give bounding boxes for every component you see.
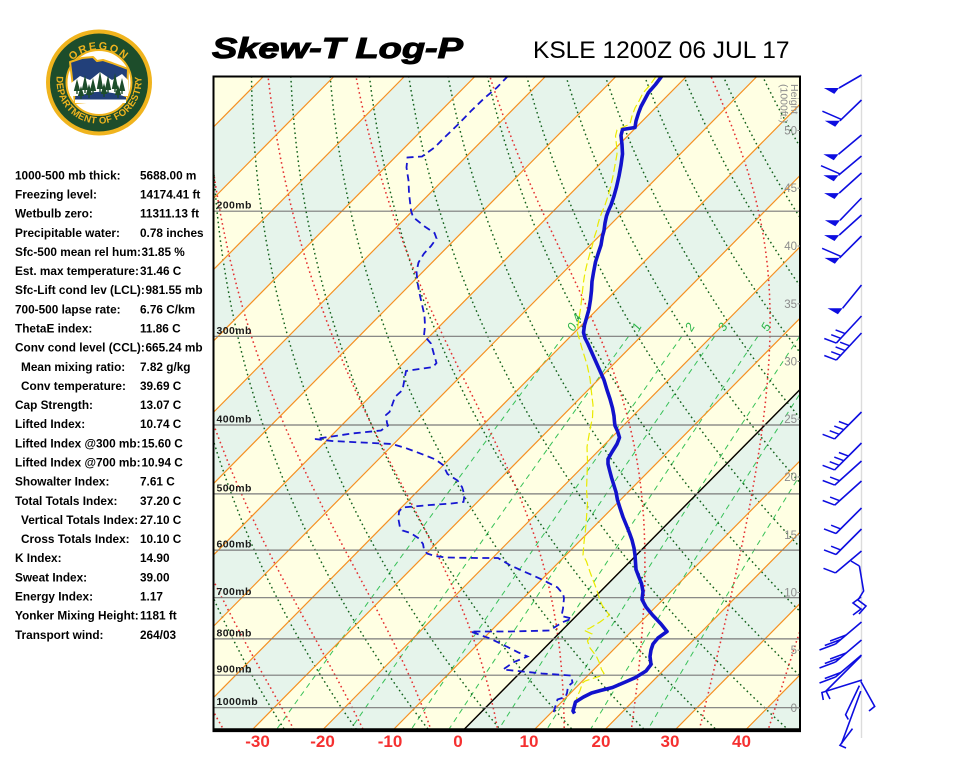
svg-text:500mb: 500mb (217, 482, 252, 494)
svg-text:39.00: 39.00 (140, 570, 170, 584)
svg-text:27.10 C: 27.10 C (140, 513, 182, 527)
svg-text:Conv temperature:: Conv temperature: (21, 379, 126, 393)
svg-text:35: 35 (784, 299, 797, 311)
svg-text:30: 30 (784, 357, 797, 369)
svg-text:K Index:: K Index: (15, 551, 62, 565)
svg-text:Conv cond level (CCL):: Conv cond level (CCL): (15, 341, 145, 355)
svg-text:600mb: 600mb (217, 539, 252, 551)
svg-text:37.20 C: 37.20 C (140, 494, 182, 508)
svg-text:1181 ft: 1181 ft (140, 609, 177, 623)
svg-text:20: 20 (784, 472, 797, 484)
svg-text:Sweat Index:: Sweat Index: (15, 570, 87, 584)
svg-text:14.90: 14.90 (140, 551, 170, 565)
svg-text:13.07 C: 13.07 C (140, 398, 182, 412)
svg-text:300mb: 300mb (217, 325, 252, 337)
svg-text:11.86 C: 11.86 C (140, 322, 181, 336)
svg-text:25: 25 (784, 414, 797, 426)
svg-text:15.60 C: 15.60 C (142, 436, 184, 450)
svg-text:ThetaE index:: ThetaE index: (15, 322, 92, 336)
svg-text:Precipitable water:: Precipitable water: (15, 226, 120, 240)
svg-text:5: 5 (791, 645, 797, 657)
svg-text:-20: -20 (310, 732, 335, 751)
svg-text:900mb: 900mb (217, 664, 252, 676)
svg-text:Sfc-Lift cond lev (LCL):: Sfc-Lift cond lev (LCL): (15, 283, 145, 297)
svg-text:Total Totals Index:: Total Totals Index: (15, 494, 117, 508)
svg-text:1000-500 mb thick:: 1000-500 mb thick: (15, 168, 121, 182)
svg-text:11311.13 ft: 11311.13 ft (140, 207, 199, 221)
svg-text:45: 45 (784, 183, 797, 195)
svg-text:Showalter Index:: Showalter Index: (15, 475, 109, 489)
svg-text:Mean mixing ratio:: Mean mixing ratio: (21, 360, 125, 374)
svg-text:0.78 inches: 0.78 inches (140, 226, 204, 240)
svg-text:Freezing level:: Freezing level: (15, 188, 97, 202)
svg-text:Skew-T Log-P: Skew-T Log-P (212, 33, 464, 65)
svg-text:KSLE 1200Z 06 JUL 17: KSLE 1200Z 06 JUL 17 (533, 37, 790, 64)
svg-text:Lifted Index @300 mb:: Lifted Index @300 mb: (15, 436, 141, 450)
svg-text:981.55 mb: 981.55 mb (146, 283, 203, 297)
svg-text:Energy Index:: Energy Index: (15, 590, 93, 604)
svg-text:Cross Totals Index:: Cross Totals Index: (21, 532, 130, 546)
svg-text:Est. max temperature:: Est. max temperature: (15, 264, 139, 278)
svg-text:665.24 mb: 665.24 mb (146, 341, 203, 355)
svg-text:200mb: 200mb (217, 200, 252, 212)
svg-text:14174.41 ft: 14174.41 ft (140, 188, 200, 202)
svg-text:400mb: 400mb (217, 414, 252, 426)
svg-text:-10: -10 (378, 732, 403, 751)
svg-text:40: 40 (784, 241, 797, 253)
svg-text:39.69 C: 39.69 C (140, 379, 182, 393)
svg-text:10: 10 (520, 732, 539, 751)
svg-text:30: 30 (661, 732, 680, 751)
svg-text:7.61 C: 7.61 C (140, 475, 175, 489)
svg-text:700mb: 700mb (217, 586, 252, 598)
svg-text:10.94 C: 10.94 C (142, 456, 184, 470)
svg-text:Sfc-500 mean rel hum:: Sfc-500 mean rel hum: (15, 245, 141, 259)
svg-text:Lifted Index:: Lifted Index: (15, 417, 85, 431)
svg-text:10.74 C: 10.74 C (140, 417, 182, 431)
svg-text:1000mb: 1000mb (217, 696, 259, 708)
svg-text:Wetbulb zero:: Wetbulb zero: (15, 207, 93, 221)
svg-text:50: 50 (784, 126, 797, 138)
svg-text:264/03: 264/03 (140, 628, 177, 642)
svg-text:(1000ft.): (1000ft.) (778, 84, 790, 123)
svg-text:Cap Strength:: Cap Strength: (15, 398, 93, 412)
svg-text:31.85 %: 31.85 % (142, 245, 186, 259)
svg-text:1.17: 1.17 (140, 590, 163, 604)
svg-text:0: 0 (453, 732, 462, 751)
svg-text:Lifted Index @700 mb:: Lifted Index @700 mb: (15, 456, 141, 470)
svg-text:20: 20 (592, 732, 611, 751)
svg-text:10.10 C: 10.10 C (140, 532, 182, 546)
svg-text:5688.00 m: 5688.00 m (140, 168, 196, 182)
svg-text:Yonker Mixing Height:: Yonker Mixing Height: (15, 609, 139, 623)
svg-text:7.82 g/kg: 7.82 g/kg (140, 360, 191, 374)
svg-text:15: 15 (784, 530, 797, 542)
svg-text:10: 10 (784, 588, 797, 600)
svg-text:Height: Height (788, 84, 800, 114)
svg-text:6.76 C/km: 6.76 C/km (140, 302, 195, 316)
svg-text:Vertical Totals Index:: Vertical Totals Index: (21, 513, 138, 527)
svg-text:0: 0 (791, 703, 797, 715)
svg-text:40: 40 (732, 732, 751, 751)
svg-text:31.46 C: 31.46 C (140, 264, 182, 278)
svg-text:-30: -30 (245, 732, 270, 751)
svg-text:700-500 lapse rate:: 700-500 lapse rate: (15, 302, 121, 316)
svg-text:Transport wind:: Transport wind: (15, 628, 103, 642)
svg-text:800mb: 800mb (217, 627, 252, 639)
